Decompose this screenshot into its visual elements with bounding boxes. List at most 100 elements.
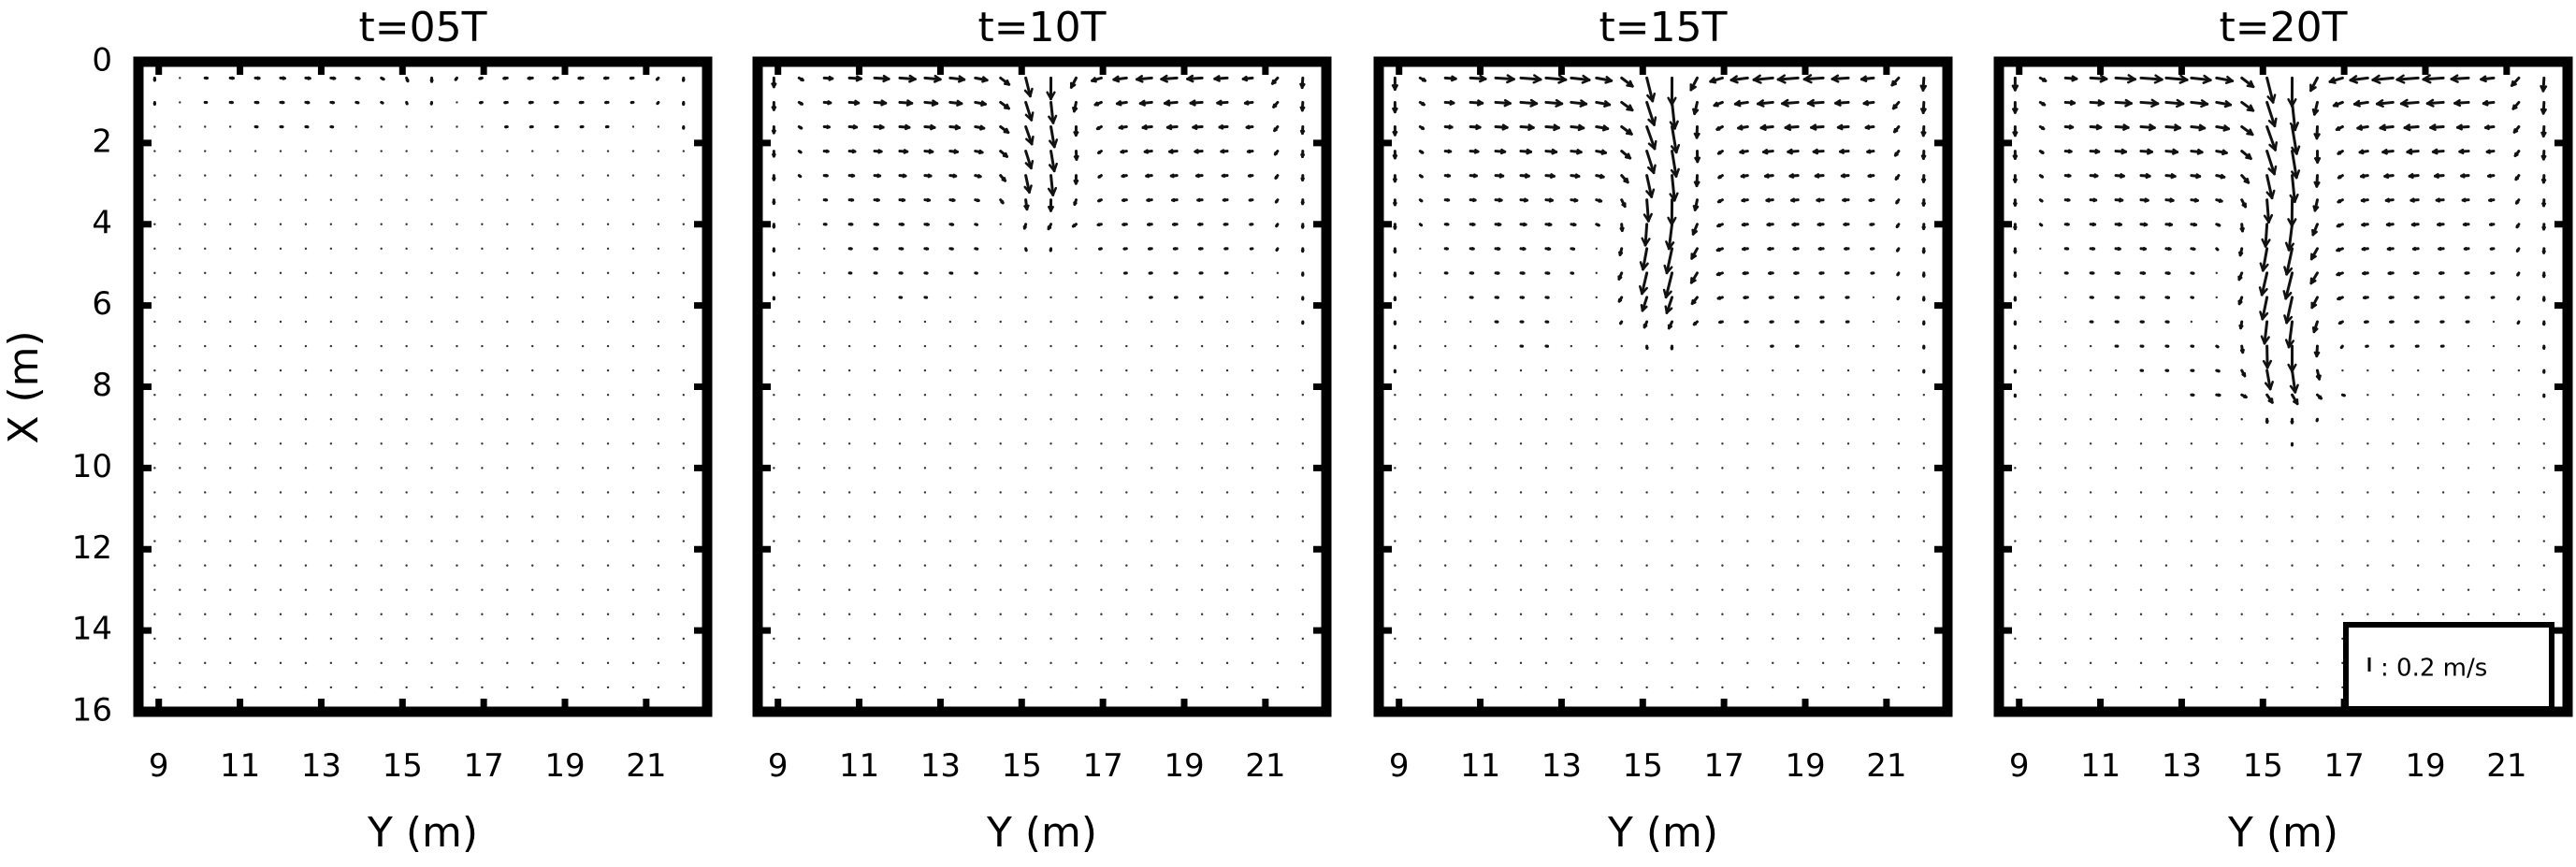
vector-head bbox=[1845, 271, 1848, 275]
vector-head bbox=[824, 173, 829, 178]
vector bbox=[2285, 296, 2294, 325]
vector bbox=[581, 344, 585, 348]
vector bbox=[2089, 564, 2092, 567]
vector bbox=[456, 223, 458, 225]
vector bbox=[405, 418, 408, 421]
vector-head bbox=[1244, 100, 1250, 106]
vector bbox=[2014, 588, 2017, 591]
vector-head bbox=[902, 173, 907, 179]
vector bbox=[1251, 296, 1254, 299]
vector-head bbox=[1896, 248, 1900, 253]
vector bbox=[1570, 320, 1573, 324]
vector bbox=[228, 174, 232, 177]
x-tick-label: 15 bbox=[383, 747, 423, 785]
vector bbox=[657, 150, 660, 152]
vector-head bbox=[2336, 247, 2341, 253]
vector bbox=[2542, 588, 2546, 591]
vector bbox=[1151, 320, 1153, 324]
vector bbox=[606, 174, 610, 177]
vector bbox=[1225, 393, 1229, 397]
vector bbox=[1276, 515, 1280, 518]
vector bbox=[355, 344, 357, 348]
vector bbox=[1175, 320, 1179, 324]
vector-head bbox=[1619, 226, 1625, 232]
vector bbox=[1696, 637, 1699, 641]
vector bbox=[2492, 442, 2496, 445]
vector bbox=[1276, 320, 1280, 324]
vector bbox=[355, 296, 357, 299]
vector-head bbox=[2115, 344, 2120, 348]
vector bbox=[1494, 393, 1498, 397]
vector-head bbox=[1895, 224, 1900, 228]
vector bbox=[1519, 467, 1523, 470]
vector bbox=[204, 344, 207, 348]
vector bbox=[2366, 540, 2369, 542]
vector bbox=[1444, 515, 1447, 518]
vector bbox=[2139, 467, 2143, 470]
vector bbox=[1394, 637, 1397, 641]
vector-head bbox=[1834, 99, 1842, 107]
vector bbox=[1821, 588, 1825, 591]
vector bbox=[1544, 418, 1548, 421]
vector bbox=[1846, 540, 1850, 542]
vector bbox=[2039, 588, 2042, 591]
vector-head bbox=[2094, 149, 2101, 154]
vector bbox=[179, 418, 181, 421]
vector-head bbox=[2461, 197, 2467, 203]
vector-head bbox=[2514, 176, 2519, 181]
vector-head bbox=[2290, 443, 2294, 447]
vector bbox=[1100, 588, 1103, 591]
vector bbox=[1200, 467, 1204, 470]
vector bbox=[2064, 467, 2067, 470]
y-tick-label: 6 bbox=[92, 285, 112, 323]
vector bbox=[329, 223, 333, 225]
vector bbox=[1721, 613, 1724, 615]
vector bbox=[1595, 393, 1598, 397]
vector bbox=[1519, 418, 1523, 421]
vector bbox=[798, 588, 801, 591]
vector bbox=[179, 540, 181, 542]
vector bbox=[2291, 467, 2294, 470]
vector-head bbox=[771, 106, 777, 111]
vector bbox=[1519, 491, 1523, 494]
vector bbox=[556, 418, 559, 421]
vector-head bbox=[1097, 175, 1102, 179]
vector bbox=[1570, 491, 1573, 494]
vector bbox=[253, 613, 257, 615]
vector bbox=[506, 613, 509, 615]
vector-head bbox=[1164, 99, 1171, 107]
vector bbox=[304, 296, 308, 299]
vector bbox=[1746, 613, 1749, 615]
vector bbox=[2089, 442, 2092, 445]
vector-head bbox=[2309, 277, 2317, 285]
vector bbox=[1100, 368, 1103, 372]
vector-head bbox=[2429, 123, 2437, 131]
vector-head bbox=[772, 177, 776, 181]
vector bbox=[380, 661, 383, 665]
vector bbox=[179, 150, 181, 152]
vector bbox=[2164, 76, 2189, 81]
vector bbox=[1049, 515, 1052, 518]
vector-head bbox=[1301, 321, 1305, 325]
vector bbox=[773, 418, 775, 421]
vector bbox=[1796, 661, 1800, 665]
vector bbox=[179, 125, 181, 128]
vector bbox=[506, 320, 509, 324]
vector-head bbox=[2259, 311, 2269, 321]
vector-head bbox=[2217, 223, 2221, 227]
vector-head bbox=[2400, 98, 2410, 108]
vector bbox=[2114, 613, 2118, 615]
vector bbox=[948, 661, 952, 665]
vector bbox=[1570, 540, 1573, 542]
vector-head bbox=[1098, 247, 1102, 251]
vector bbox=[2014, 515, 2017, 518]
vector bbox=[1696, 368, 1699, 372]
vector bbox=[581, 588, 585, 591]
vector bbox=[2366, 418, 2369, 421]
vector bbox=[999, 368, 1002, 372]
vector bbox=[606, 686, 610, 689]
vector-head bbox=[1618, 251, 1624, 256]
vector bbox=[898, 661, 902, 665]
vector-head bbox=[1690, 298, 1697, 305]
vector bbox=[898, 686, 902, 689]
